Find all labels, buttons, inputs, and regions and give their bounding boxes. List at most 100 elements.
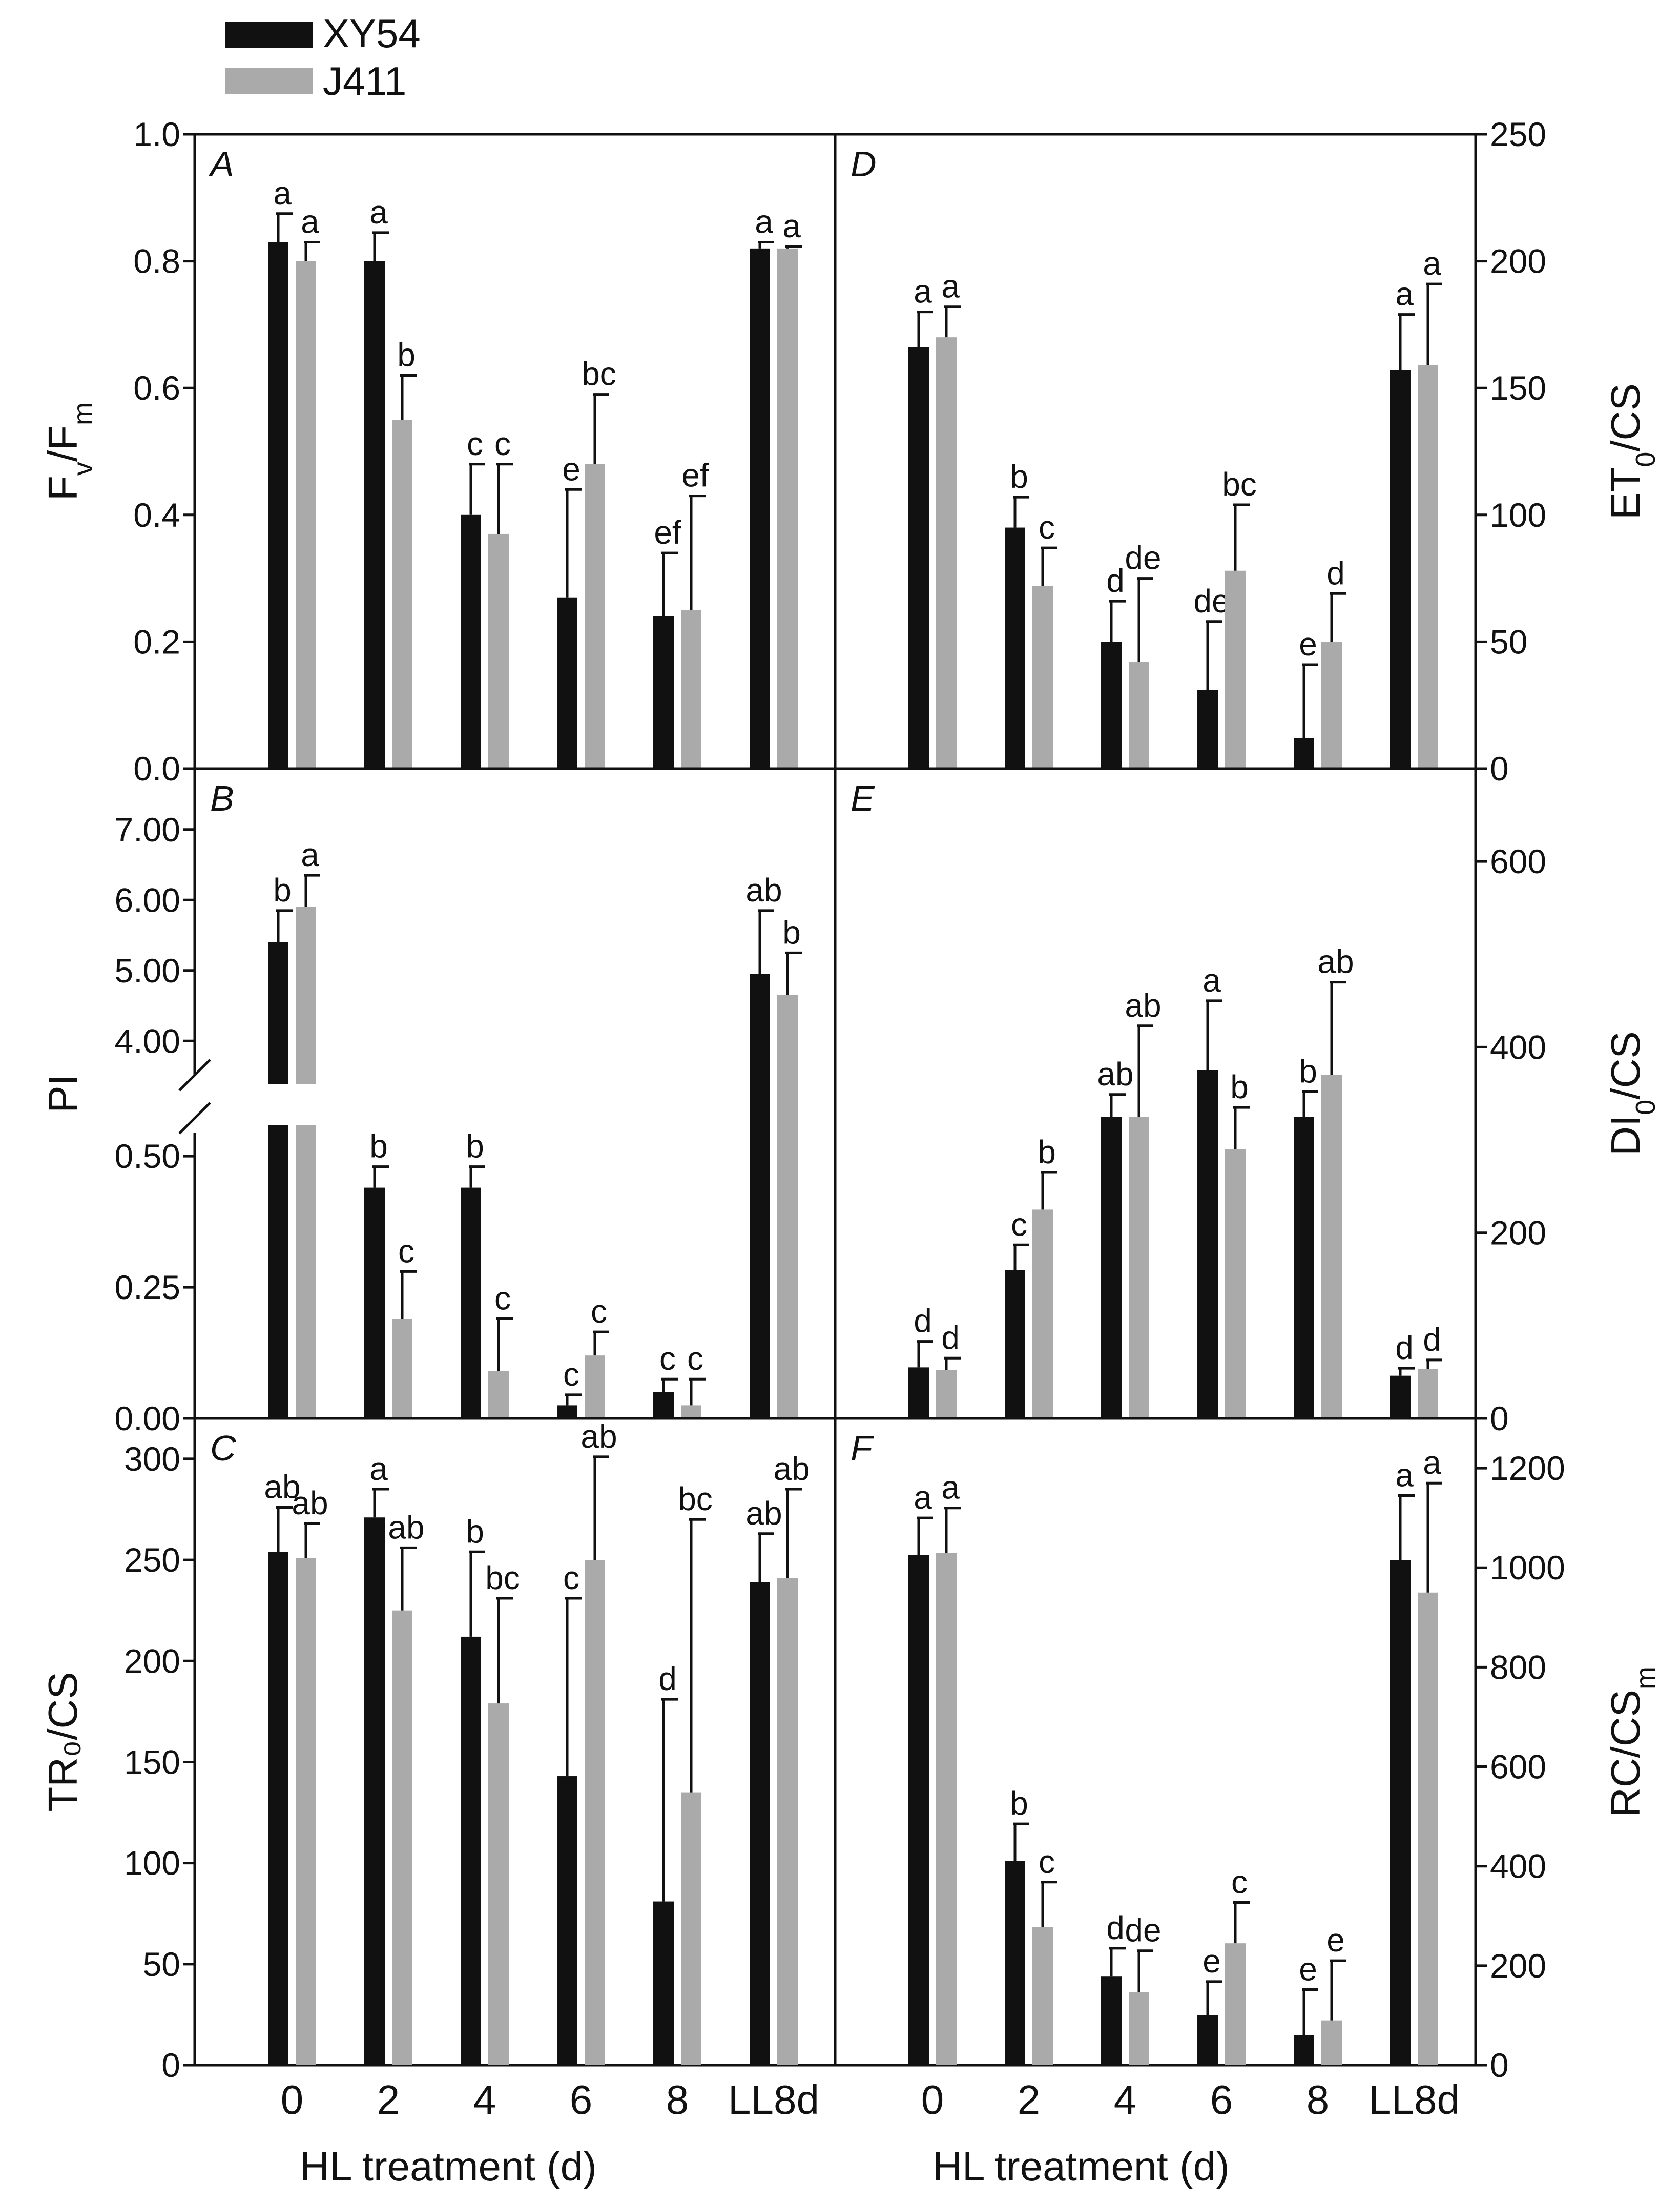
bar-j411 (1129, 1992, 1149, 2065)
significance-letter: c (563, 1559, 579, 1596)
bar-xy54 (1294, 1117, 1314, 1418)
legend-swatch-j411 (225, 68, 313, 94)
x-tick-label: 0 (921, 2077, 944, 2123)
legend-label-xy54: XY54 (323, 11, 421, 56)
y-tick-label: 300 (124, 1440, 180, 1478)
panel-label: C (210, 1428, 236, 1468)
y-axis-title-part: F (40, 476, 86, 501)
y-tick-label: 0.00 (115, 1399, 180, 1437)
bar-xy54 (268, 242, 288, 769)
significance-letter: a (1395, 1456, 1414, 1493)
significance-letter: b (1010, 458, 1028, 495)
legend-label-j411: J411 (323, 58, 406, 104)
y-axis-title-part: PI (40, 1074, 86, 1113)
significance-letter: c (1231, 1864, 1248, 1901)
y-axis-title-part: /CS (1603, 1031, 1648, 1099)
significance-letter: e (1299, 626, 1317, 663)
bar-j411 (936, 337, 957, 769)
category-group-6: c ab (557, 1418, 617, 2065)
y-tick-label: 0.0 (133, 750, 180, 788)
axis-break-mark (178, 1059, 211, 1092)
x-tick-label: 4 (1114, 2077, 1137, 2123)
y-tick-label: 0 (1490, 2046, 1509, 2084)
y-tick-label: 100 (124, 1844, 180, 1882)
significance-letter: b (273, 872, 292, 909)
category-group-ll8d: aa (1390, 245, 1442, 769)
axis-break-mark (178, 1102, 211, 1135)
x-tick-label: 2 (377, 2077, 400, 2123)
bar-xy54 (268, 1552, 288, 2065)
bar-xy54 (653, 616, 674, 769)
x-axis-right: 0 2 4 6 8 LL8d HL treatment (d) (921, 2077, 1460, 2189)
category-group-2: bc (1005, 1785, 1057, 2065)
bar-j411 (392, 1610, 412, 2065)
bar-xy54 (1005, 527, 1025, 769)
bar-j411 (585, 1355, 605, 1418)
bar-xy54 (1197, 2015, 1218, 2065)
x-tick-label: LL8d (728, 2077, 819, 2123)
bar-xy54 (750, 248, 770, 769)
panel-label: D (851, 144, 877, 184)
panel-label: F (851, 1428, 875, 1468)
y-tick-label: 0.4 (133, 496, 180, 534)
significance-letter: d (941, 1319, 960, 1356)
y-axis-ticks: 0 50 100 150 200 250 (1476, 115, 1546, 788)
bar-xy54 (1005, 1861, 1025, 2065)
axis-break (178, 1059, 482, 1135)
y-tick-label: 250 (124, 1541, 180, 1579)
axis-break-gap (215, 1084, 482, 1125)
category-group-6: ec (1197, 1864, 1250, 2065)
y-tick-label: 0.50 (115, 1137, 180, 1175)
bar-j411 (296, 907, 316, 1418)
bar-xy54 (1101, 642, 1122, 769)
y-tick-label: 0.8 (133, 242, 180, 280)
category-group-2: bc (364, 1128, 417, 1418)
y-tick-label: 5.00 (115, 952, 180, 990)
x-axis-left: 0 2 4 6 8 LL8d HL treatment (d) (281, 2077, 819, 2189)
y-tick-label: 0 (161, 2046, 180, 2084)
x-tick-label: 2 (1018, 2077, 1041, 2123)
x-tick-label: 4 (473, 2077, 496, 2123)
y-tick-label: 0.25 (115, 1268, 180, 1306)
significance-letter: bc (485, 1559, 520, 1596)
significance-letter: c (687, 1340, 703, 1377)
category-group-4: ab ab (1097, 987, 1162, 1418)
panel-frame (193, 133, 837, 770)
y-axis-title-subscript: v (68, 462, 98, 476)
y-axis-title: TR₀/CS (40, 1672, 86, 1811)
bar-j411 (585, 1560, 605, 2065)
bar-j411 (1032, 586, 1053, 769)
bar-xy54 (364, 1187, 385, 1418)
y-tick-label: 1000 (1490, 1549, 1565, 1587)
y-tick-label: 6.00 (115, 881, 180, 919)
significance-letter: e (1299, 1950, 1317, 1987)
significance-letter: ab (1097, 1056, 1133, 1093)
significance-letter: d (1395, 1329, 1414, 1366)
y-axis-ticks: 0 200 400 600 (1476, 842, 1546, 1437)
significance-letter: c (1039, 509, 1055, 546)
bar-xy54 (750, 1582, 770, 2065)
significance-letter: a (941, 268, 960, 305)
significance-letter: bc (1222, 466, 1257, 503)
significance-letter: de (1193, 583, 1230, 620)
category-group-4: bc (461, 1128, 513, 1418)
bar-j411 (392, 420, 412, 769)
bar-j411 (936, 1370, 957, 1418)
significance-letter: a (1423, 245, 1441, 282)
y-axis-title-part: /F (40, 425, 86, 462)
panel-frame (834, 1417, 1477, 2067)
x-axis-title-left: HL treatment (d) (300, 2144, 596, 2189)
significance-letter: a (301, 203, 319, 240)
x-tick-label: 8 (1306, 2077, 1330, 2123)
significance-letter: e (1326, 1922, 1345, 1959)
